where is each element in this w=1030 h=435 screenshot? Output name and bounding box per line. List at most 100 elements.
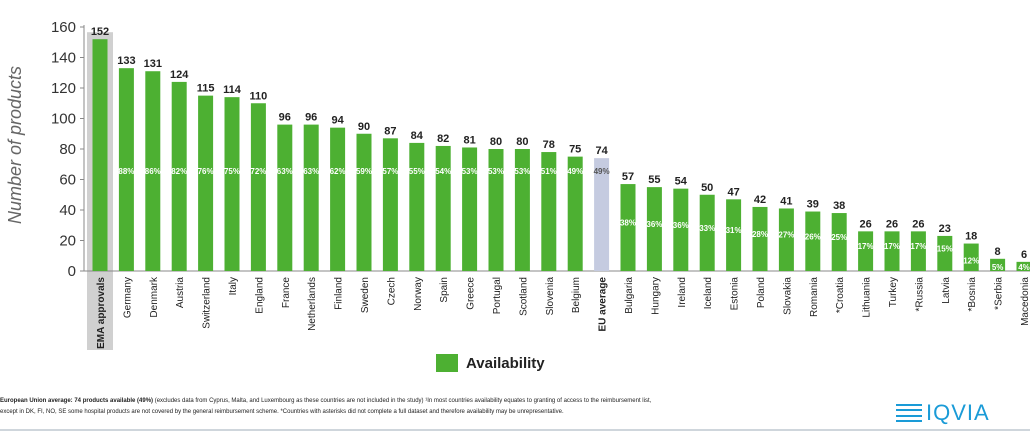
- bar-percent-label: 12%: [963, 256, 979, 265]
- bar-percent-label: 86%: [145, 167, 161, 176]
- category-label: Switzerland: [202, 277, 213, 329]
- bar-value-label: 152: [91, 26, 109, 38]
- bar-value-label: 57: [622, 171, 634, 183]
- category-label: Macedonia: [1020, 277, 1030, 326]
- footnote-bold: European Union average: 74 products avai…: [0, 398, 154, 404]
- bar-percent-label: 88%: [118, 167, 134, 176]
- category-label: Slovenia: [545, 277, 556, 316]
- bar-percent-label: 53%: [462, 167, 478, 176]
- bar-percent-label: 36%: [646, 220, 662, 229]
- bar-value-label: 78: [543, 139, 555, 151]
- bar-percent-label: 53%: [514, 167, 530, 176]
- bar: [409, 142, 425, 271]
- bar-value-label: 82: [437, 133, 449, 145]
- y-tick-label: 40: [59, 202, 76, 219]
- bar: [646, 187, 662, 271]
- bar-value-label: 26: [886, 218, 898, 230]
- category-label: EMA approvals: [96, 277, 107, 349]
- iqvia-bars-icon: [896, 404, 922, 422]
- bar: [673, 188, 689, 271]
- bar-value-label: 114: [223, 84, 242, 96]
- bar-value-label: 54: [675, 176, 688, 188]
- bar: [118, 68, 134, 271]
- bar-percent-label: 4%: [1018, 263, 1030, 272]
- bar-percent-label: 17%: [884, 242, 900, 251]
- bar: [567, 156, 583, 271]
- bar-value-label: 84: [411, 130, 424, 142]
- bar-value-label: 50: [701, 182, 713, 194]
- bottom-divider: [0, 429, 1030, 431]
- bar-percent-label: 5%: [992, 263, 1004, 272]
- category-label: Austria: [175, 277, 186, 309]
- bar: [488, 149, 504, 271]
- bar-value-label: 55: [648, 174, 660, 186]
- bar-chart: 0 20 40 60 80 100 120 140 160 152 EMA approvals 13…: [5, 19, 1030, 350]
- y-tick-label: 60: [59, 172, 76, 189]
- footnote-line-1: European Union average: 74 products avai…: [0, 397, 651, 405]
- category-label: Estonia: [730, 277, 741, 311]
- bar: [277, 124, 293, 271]
- y-tick-label: 120: [51, 80, 76, 97]
- bar: [620, 184, 636, 271]
- bar: [330, 127, 346, 272]
- bar-percent-label: 53%: [488, 167, 504, 176]
- bar: [224, 97, 240, 272]
- bar-percent-label: 75%: [224, 167, 240, 176]
- bar-percent-label: 54%: [435, 167, 451, 176]
- bar: [805, 211, 821, 271]
- bar: [1016, 261, 1030, 271]
- bar-value-label: 80: [490, 136, 502, 148]
- category-label: Hungary: [650, 277, 661, 315]
- bar-percent-label: 62%: [330, 167, 346, 176]
- bar-percent-label: 63%: [303, 167, 319, 176]
- bar-percent-label: 51%: [541, 167, 557, 176]
- bar-value-label: 23: [939, 223, 951, 235]
- bar: [514, 149, 530, 271]
- legend-label: Availability: [466, 354, 545, 372]
- bar: [726, 199, 742, 271]
- bar-percent-label: 49%: [594, 167, 610, 176]
- bar-percent-label: 72%: [250, 167, 266, 176]
- category-label: Greece: [466, 277, 477, 310]
- bar-percent-label: 63%: [277, 167, 293, 176]
- bar-value-label: 115: [197, 83, 215, 95]
- category-label: Spain: [439, 277, 450, 303]
- bar-value-label: 41: [780, 195, 792, 207]
- category-label: Germany: [122, 277, 133, 318]
- y-axis-label: Number of products: [5, 66, 25, 224]
- bar-value-label: 75: [569, 144, 581, 156]
- bar-value-label: 131: [144, 58, 162, 70]
- bar-value-label: 74: [595, 145, 608, 157]
- category-label: England: [254, 277, 265, 314]
- bar-percent-label: 59%: [356, 167, 372, 176]
- y-tick-label: 0: [68, 263, 76, 280]
- category-label: Denmark: [149, 276, 160, 318]
- bar-value-label: 26: [912, 218, 924, 230]
- bar: [752, 206, 768, 271]
- logo-text: IQVIA: [926, 400, 990, 425]
- bar-percent-label: 26%: [805, 232, 821, 241]
- bar-percent-label: 57%: [382, 167, 398, 176]
- category-label: Latvia: [941, 277, 952, 304]
- bar: [594, 158, 610, 271]
- bar-value-label: 39: [807, 199, 819, 211]
- category-label: Iceland: [703, 277, 714, 309]
- bar-value-label: 96: [279, 112, 291, 124]
- bar-value-label: 6: [1021, 249, 1027, 261]
- bar: [462, 147, 478, 271]
- bar: [435, 145, 451, 271]
- category-label: Ireland: [677, 277, 688, 308]
- y-tick-label: 140: [51, 50, 76, 67]
- category-label: Portugal: [492, 277, 503, 314]
- bar-value-label: 42: [754, 194, 766, 206]
- category-label: *Bosnia: [967, 277, 978, 312]
- category-label: Finland: [334, 277, 345, 310]
- bar-percent-label: 76%: [198, 167, 214, 176]
- bar-value-label: 87: [384, 125, 396, 137]
- bar: [963, 243, 979, 271]
- y-tick-label: 100: [51, 111, 76, 128]
- category-label: *Russia: [914, 277, 925, 312]
- bar-percent-label: 82%: [171, 167, 187, 176]
- bar-percent-label: 17%: [858, 242, 874, 251]
- category-label: Lithuania: [862, 277, 873, 318]
